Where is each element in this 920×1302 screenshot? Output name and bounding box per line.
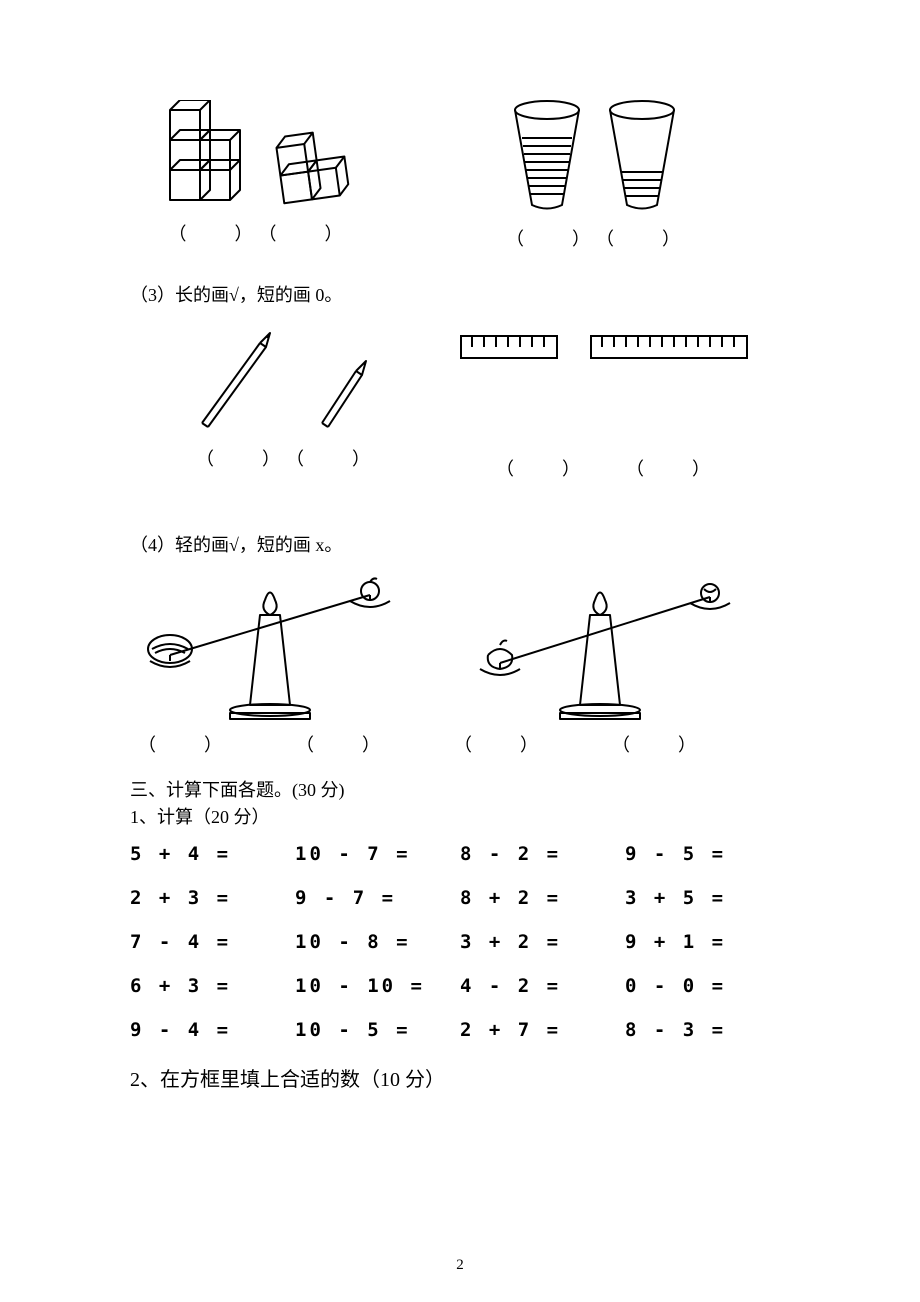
calc-cell: 4 - 2 = (460, 975, 625, 997)
calc-cell: 7 - 4 = (130, 931, 295, 953)
cups-parens: （ ） （ ） (505, 225, 685, 251)
cube-stack-tall-icon (160, 100, 255, 210)
blank-paren[interactable]: （ ） (288, 731, 446, 757)
calc-cell: 9 - 7 = (295, 887, 460, 909)
page-number: 2 (0, 1257, 920, 1274)
calc-cell: 2 + 3 = (130, 887, 295, 909)
calc-cell: 3 + 2 = (460, 931, 625, 953)
balance-scale-right-icon (450, 575, 750, 725)
calc-row: 5 + 4 = 10 - 7 = 8 - 2 = 9 - 5 = (130, 843, 790, 865)
blank-paren[interactable]: （ ） (475, 455, 605, 481)
q4-parens: （ ） （ ） （ ） （ ） (130, 731, 790, 757)
rulers-parens: （ ） （ ） (475, 455, 735, 481)
calc-row: 2 + 3 = 9 - 7 = 8 + 2 = 3 + 5 = (130, 887, 790, 909)
blank-paren[interactable]: （ ） (168, 220, 258, 246)
calc-cell: 9 - 4 = (130, 1019, 295, 1041)
blank-paren[interactable]: （ ） (605, 455, 735, 481)
q4-images-row (130, 575, 790, 725)
section3-heading1: 三、计算下面各题。(30 分) (130, 777, 790, 804)
q4-label: （4）轻的画√，短的画 x。 (130, 531, 790, 557)
calc-row: 9 - 4 = 10 - 5 = 2 + 7 = 8 - 3 = (130, 1019, 790, 1041)
cubes-pair (160, 100, 355, 210)
blank-paren[interactable]: （ ） (446, 731, 604, 757)
cube-stack-short-icon (275, 100, 355, 210)
section3-heading2: 1、计算（20 分） (130, 804, 790, 831)
cup-less-water-icon (605, 100, 680, 215)
calc-cell: 9 + 1 = (625, 931, 790, 953)
q2-images-row: （ ） （ ） (130, 100, 790, 251)
section3-heading3: 2、在方框里填上合适的数（10 分） (130, 1063, 790, 1092)
rulers-group: （ ） （ ） (460, 325, 750, 481)
ruler-long-icon (590, 335, 750, 365)
calc-cell: 3 + 5 = (625, 887, 790, 909)
calc-cell: 8 - 3 = (625, 1019, 790, 1041)
calc-cell: 10 - 5 = (295, 1019, 460, 1041)
blank-paren[interactable]: （ ） (195, 445, 285, 471)
calc-cell: 8 + 2 = (460, 887, 625, 909)
blank-paren[interactable]: （ ） (130, 731, 288, 757)
pencil-long-icon (190, 325, 280, 435)
calc-row: 6 + 3 = 10 - 10 = 4 - 2 = 0 - 0 = (130, 975, 790, 997)
pencils-pair (190, 325, 380, 435)
blank-paren[interactable]: （ ） (258, 220, 348, 246)
ruler-short-icon (460, 335, 560, 365)
calc-cell: 10 - 8 = (295, 931, 460, 953)
calc-cell: 9 - 5 = (625, 843, 790, 865)
cups-pair (510, 100, 680, 215)
calc-cell: 10 - 10 = (295, 975, 460, 997)
cups-group: （ ） （ ） (505, 100, 685, 251)
cup-more-water-icon (510, 100, 585, 215)
rulers-pair (460, 325, 750, 445)
calc-cell: 0 - 0 = (625, 975, 790, 997)
blank-paren[interactable]: （ ） (595, 225, 685, 251)
q3-images-row: （ ） （ ） (130, 325, 790, 481)
cubes-group: （ ） （ ） (160, 100, 355, 251)
calc-cell: 6 + 3 = (130, 975, 295, 997)
calc-cell: 10 - 7 = (295, 843, 460, 865)
calc-row: 7 - 4 = 10 - 8 = 3 + 2 = 9 + 1 = (130, 931, 790, 953)
pencil-short-icon (310, 325, 380, 435)
q3-label: （3）长的画√，短的画 0。 (130, 281, 790, 307)
blank-paren[interactable]: （ ） (505, 225, 595, 251)
pencils-group: （ ） （ ） (190, 325, 380, 481)
worksheet-page: （ ） （ ） (0, 0, 920, 1302)
calc-cell: 2 + 7 = (460, 1019, 625, 1041)
balance-scale-left-icon (130, 575, 410, 725)
calc-cell: 5 + 4 = (130, 843, 295, 865)
blank-paren[interactable]: （ ） (604, 731, 762, 757)
cubes-parens: （ ） （ ） (168, 220, 348, 246)
calc-cell: 8 - 2 = (460, 843, 625, 865)
pencils-parens: （ ） （ ） (195, 445, 375, 471)
calc-grid: 5 + 4 = 10 - 7 = 8 - 2 = 9 - 5 = 2 + 3 =… (130, 843, 790, 1041)
blank-paren[interactable]: （ ） (285, 445, 375, 471)
